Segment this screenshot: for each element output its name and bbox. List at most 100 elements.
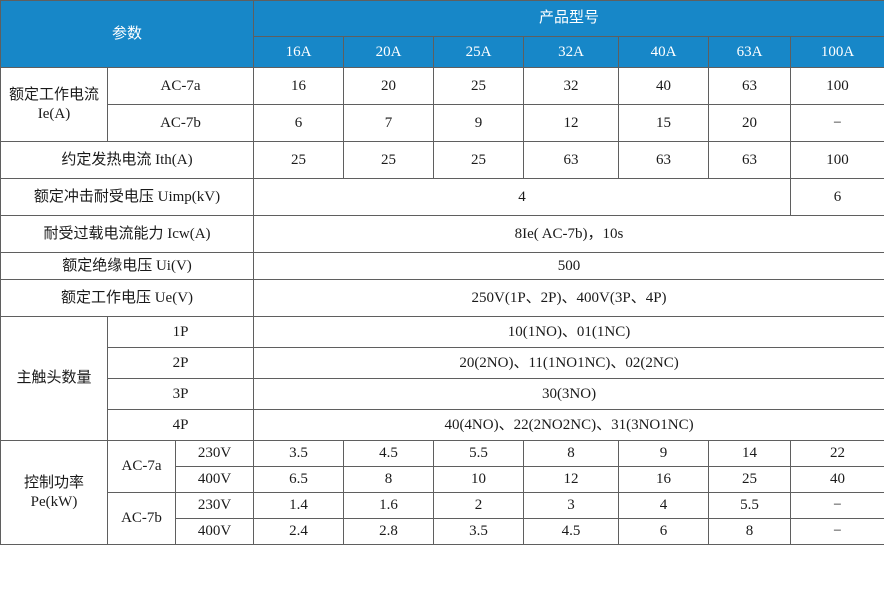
control-power-label-line1: 控制功率 <box>23 474 84 491</box>
row-label-main-contacts: 主触头数量 <box>0 316 108 441</box>
cell-value: 32 <box>523 67 619 105</box>
cell-value: 1.6 <box>343 492 434 519</box>
sub-label-voltage-230v: 230V <box>175 440 254 467</box>
sub-label-power-ac7a: AC-7a <box>107 440 176 493</box>
row-label-operating-voltage: 额定工作电压 Ue(V) <box>0 279 254 317</box>
cell-value: 25 <box>343 141 434 179</box>
cell-value: 3.5 <box>253 440 344 467</box>
cell-value: − <box>789 518 884 545</box>
cell-value: − <box>789 492 884 519</box>
table-row: 400V 2.4 2.8 3.5 4.5 6 8 − <box>1 518 884 545</box>
table-row: AC-7b 230V 1.4 1.6 2 3 4 5.5 − <box>1 492 884 545</box>
sub-label-voltage-230v: 230V <box>175 492 254 519</box>
cell-value-operating-voltage: 250V(1P、2P)、400V(3P、4P) <box>252 279 884 317</box>
cell-value: 20 <box>343 67 434 105</box>
cell-value: 15 <box>618 104 709 142</box>
cell-value: 63 <box>523 141 619 179</box>
cell-value: 40 <box>789 466 884 493</box>
specification-table: 参数 产品型号 16A 20A 25A 32A 40A 63A 100A 额定工… <box>0 0 884 545</box>
table-row: 4P 40(4NO)、22(2NO2NC)、31(3NO1NC) <box>1 409 884 441</box>
table-row: 主触头数量 1P 10(1NO)、01(1NC) <box>0 316 884 441</box>
sub-label-pole-4p: 4P <box>107 409 254 441</box>
header-model-100a: 100A <box>789 36 884 68</box>
table-row: 3P 30(3NO) <box>1 378 884 410</box>
sub-label-voltage-400v: 400V <box>175 518 254 545</box>
cell-value: 25 <box>708 466 791 493</box>
cell-value: 63 <box>708 67 791 105</box>
cell-value: 4.5 <box>343 440 434 467</box>
cell-value: 12 <box>523 466 619 493</box>
cell-value: − <box>789 104 884 142</box>
cell-value: 6.5 <box>253 466 344 493</box>
cell-value: 8 <box>343 466 434 493</box>
table-row: 额定工作电压 Ue(V) 250V(1P、2P)、400V(3P、4P) <box>0 279 884 317</box>
cell-value: 22 <box>789 440 884 467</box>
cell-value: 14 <box>708 440 791 467</box>
row-label-thermal-current: 约定发热电流 Ith(A) <box>0 141 254 179</box>
row-label-impulse-voltage: 额定冲击耐受电压 Uimp(kV) <box>0 178 254 216</box>
row-label-overload-capacity: 耐受过载电流能力 Icw(A) <box>0 215 254 253</box>
cell-value: 5.5 <box>433 440 524 467</box>
cell-value: 20 <box>708 104 791 142</box>
cell-value: 9 <box>618 440 709 467</box>
sub-label-pole-2p: 2P <box>107 347 254 379</box>
cell-value-pole-4p: 40(4NO)、22(2NO2NC)、31(3NO1NC) <box>252 409 884 441</box>
header-product-model: 产品型号 <box>252 0 884 37</box>
cell-value: 6 <box>253 104 344 142</box>
cell-value: 25 <box>433 67 524 105</box>
cell-value: 16 <box>253 67 344 105</box>
cell-value: 2 <box>433 492 524 519</box>
cell-value-pole-2p: 20(2NO)、11(1NO1NC)、02(2NC) <box>252 347 884 379</box>
cell-value: 8 <box>523 440 619 467</box>
cell-value: 25 <box>433 141 524 179</box>
table-row: 额定绝缘电压 Ui(V) 500 <box>0 252 884 280</box>
row-label-insulation-voltage: 额定绝缘电压 Ui(V) <box>0 252 254 280</box>
sub-label-power-ac7b: AC-7b <box>107 492 176 545</box>
row-label-control-power: 控制功率 Pe(kW) <box>0 440 108 545</box>
header-model-20a: 20A <box>343 36 434 68</box>
table-row: 额定冲击耐受电压 Uimp(kV) 4 6 <box>0 178 884 216</box>
header-row-models: 16A 20A 25A 32A 40A 63A 100A <box>1 36 884 68</box>
header-model-63a: 63A <box>708 36 791 68</box>
table-row: 约定发热电流 Ith(A) 25 25 25 63 63 63 100 <box>0 141 884 179</box>
cell-value: 100 <box>789 67 884 105</box>
cell-value: 63 <box>708 141 791 179</box>
cell-value: 2.8 <box>343 518 434 545</box>
cell-value-pole-1p: 10(1NO)、01(1NC) <box>252 316 884 348</box>
sub-label-voltage-400v: 400V <box>175 466 254 493</box>
cell-value-impulse-main: 4 <box>253 178 791 216</box>
row-label-rated-current: 额定工作电流 Ie(A) <box>0 67 108 142</box>
table-row: 2P 20(2NO)、11(1NO1NC)、02(2NC) <box>1 347 884 379</box>
control-power-label-line2: Pe(kW) <box>30 493 78 510</box>
cell-value-impulse-100a: 6 <box>789 178 884 216</box>
cell-value: 12 <box>523 104 619 142</box>
cell-value: 5.5 <box>708 492 791 519</box>
cell-value: 40 <box>618 67 709 105</box>
header-model-16a: 16A <box>253 36 344 68</box>
header-parameter: 参数 <box>0 0 254 68</box>
cell-value: 4.5 <box>523 518 619 545</box>
cell-value-pole-3p: 30(3NO) <box>252 378 884 410</box>
cell-value: 2.4 <box>253 518 344 545</box>
cell-value: 10 <box>433 466 524 493</box>
sub-label-pole-1p: 1P <box>107 316 254 348</box>
sub-label-ac7a: AC-7a <box>107 67 254 105</box>
header-model-25a: 25A <box>433 36 524 68</box>
cell-value: 25 <box>253 141 344 179</box>
cell-value: 4 <box>618 492 709 519</box>
table-row: 400V 6.5 8 10 12 16 25 40 <box>1 466 884 493</box>
header-model-40a: 40A <box>618 36 709 68</box>
cell-value: 63 <box>618 141 709 179</box>
table-row: 额定工作电流 Ie(A) AC-7a 16 20 25 32 40 63 100 <box>0 67 884 142</box>
cell-value: 3 <box>523 492 619 519</box>
cell-value: 8 <box>708 518 791 545</box>
cell-value: 6 <box>618 518 709 545</box>
cell-value: 16 <box>618 466 709 493</box>
table-row: 控制功率 Pe(kW) AC-7a 230V 3.5 4.5 5.5 8 9 1… <box>0 440 884 545</box>
table-row: 耐受过载电流能力 Icw(A) 8Ie( AC-7b)，10s <box>0 215 884 253</box>
cell-value-overload: 8Ie( AC-7b)，10s <box>252 215 884 253</box>
cell-value: 3.5 <box>433 518 524 545</box>
sub-label-pole-3p: 3P <box>107 378 254 410</box>
cell-value: 100 <box>789 141 884 179</box>
cell-value: 9 <box>433 104 524 142</box>
